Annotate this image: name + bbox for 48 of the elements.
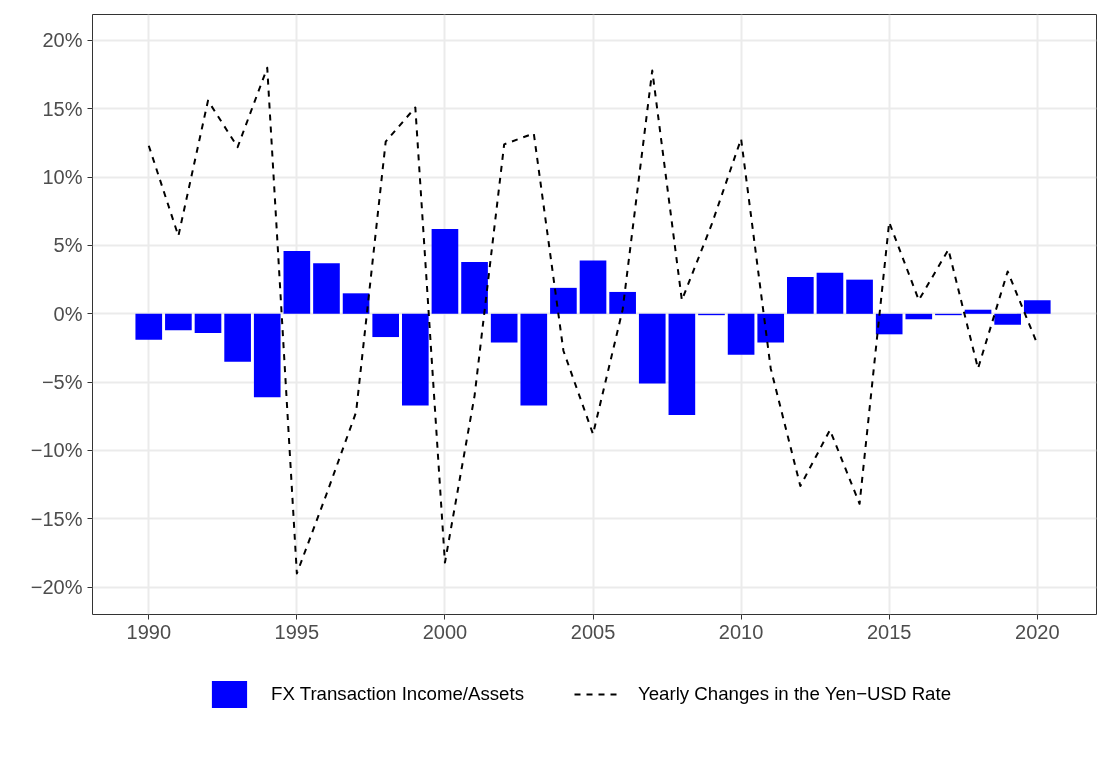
bar <box>609 291 636 314</box>
bar <box>342 293 370 314</box>
x-tick-label: 1990 <box>126 620 172 643</box>
bar <box>964 309 992 314</box>
bar <box>816 272 844 314</box>
bar <box>313 263 340 314</box>
bar <box>550 287 577 314</box>
y-tick-label: 10% <box>42 166 83 189</box>
x-tick-label: 2015 <box>866 620 912 643</box>
bar <box>401 313 429 406</box>
bar <box>757 313 785 343</box>
y-tick-label: −10% <box>30 439 83 462</box>
bar <box>194 313 222 333</box>
y-tick-label: 15% <box>42 97 83 120</box>
bar <box>727 313 755 355</box>
y-tick-label: −20% <box>30 576 83 599</box>
bar <box>668 313 696 415</box>
bar <box>875 313 903 335</box>
x-tick-label: 2000 <box>422 620 468 643</box>
bar <box>520 313 548 406</box>
bar <box>905 313 933 320</box>
bar <box>579 260 607 314</box>
bar <box>283 250 311 314</box>
bar <box>846 279 873 314</box>
x-tick-label: 2010 <box>718 620 764 643</box>
bar <box>372 313 400 338</box>
bar <box>224 313 251 362</box>
y-tick-label: 0% <box>53 302 83 325</box>
bar <box>165 313 192 331</box>
x-tick-label: 1995 <box>274 620 320 643</box>
bar <box>787 276 814 314</box>
line-series <box>147 66 1039 575</box>
bar <box>1023 300 1051 314</box>
y-tick-label: 5% <box>53 234 83 257</box>
bar <box>135 313 163 340</box>
y-tick-label: −5% <box>41 371 83 394</box>
x-tick-label: 2020 <box>1015 620 1060 643</box>
x-tick-label: 2005 <box>570 620 616 643</box>
bar <box>638 313 666 384</box>
bar <box>431 229 459 314</box>
legend-label: FX Transaction Income/Assets <box>271 683 524 705</box>
y-tick-label: −15% <box>30 507 83 530</box>
bar <box>994 313 1021 325</box>
bar <box>490 313 518 343</box>
bar <box>253 313 281 398</box>
bar <box>461 261 488 314</box>
y-tick-label: 20% <box>42 29 83 52</box>
legend-label: Yearly Changes in the Yen−USD Rate <box>638 683 952 705</box>
